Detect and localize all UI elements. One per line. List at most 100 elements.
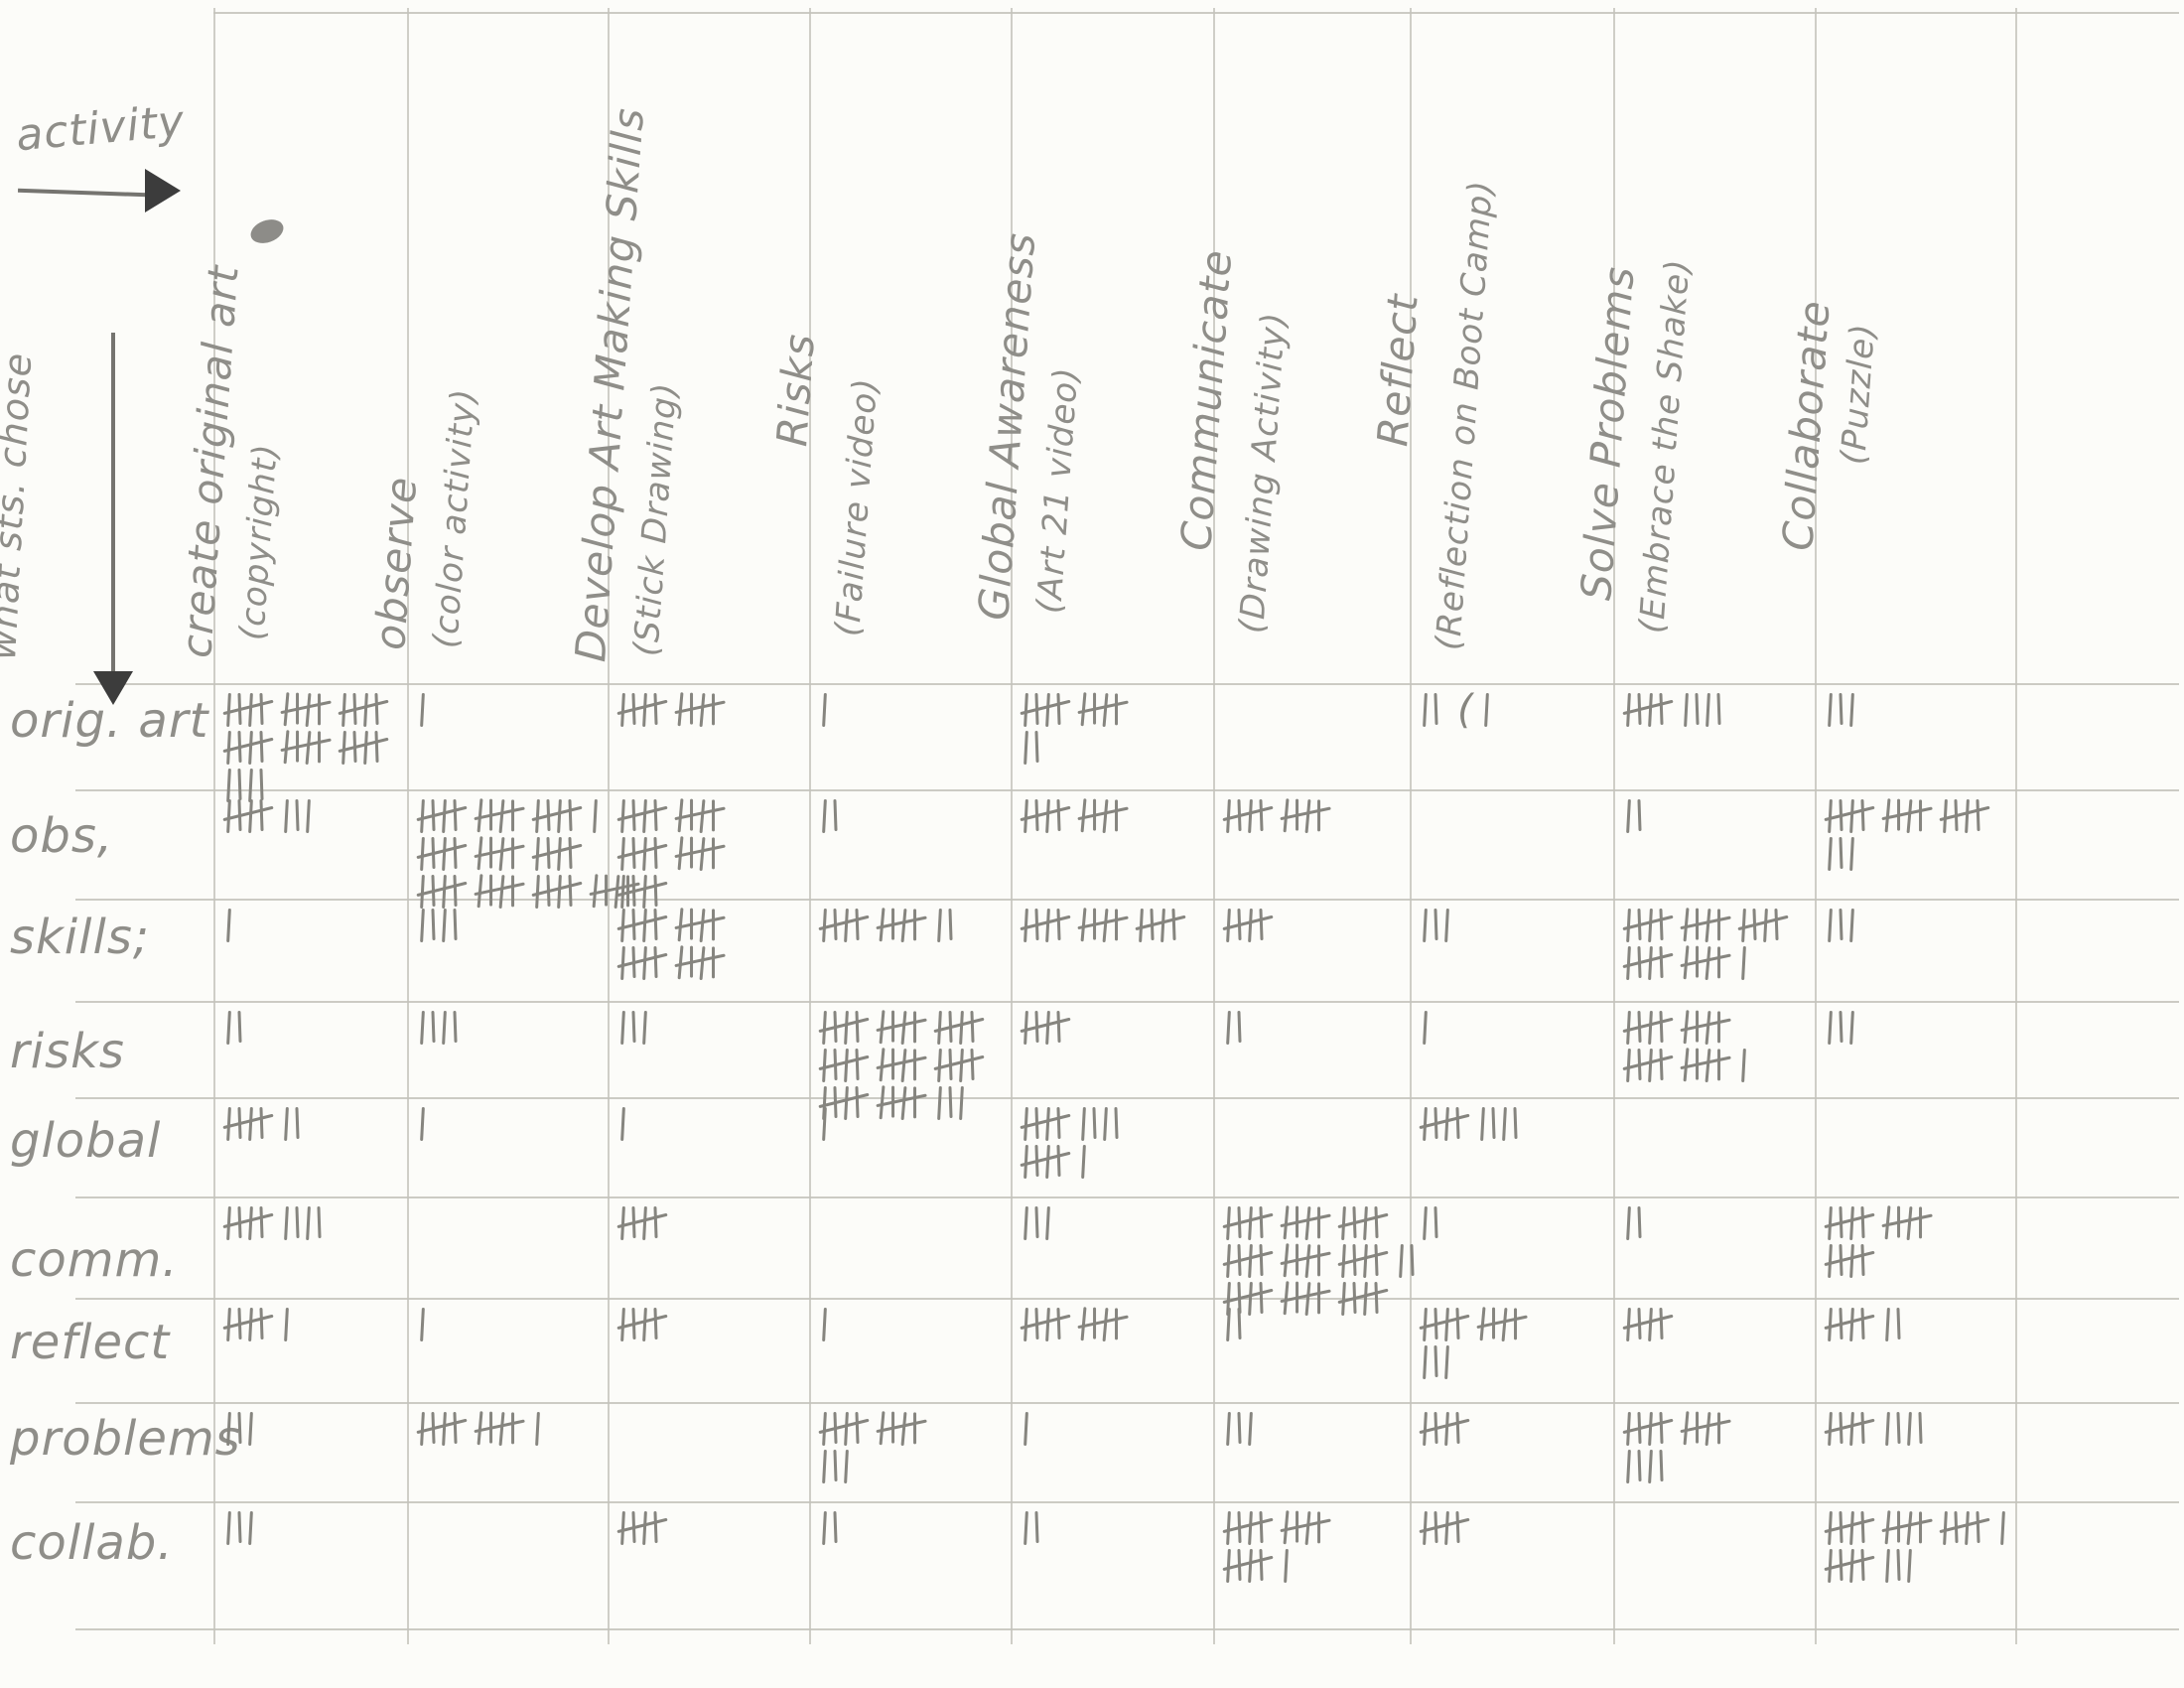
tally-cell: ( bbox=[1423, 690, 1611, 731]
column-header-sublabel: (Drawing Activity) bbox=[1232, 310, 1295, 635]
grid-line bbox=[75, 1501, 2179, 1503]
tally-cell bbox=[226, 1010, 405, 1049]
tally-cell bbox=[1024, 1205, 1211, 1244]
grid-line bbox=[213, 12, 2179, 14]
tally-cell bbox=[822, 798, 1009, 837]
tally-cell bbox=[1622, 1411, 1813, 1487]
tally-cell bbox=[222, 692, 405, 806]
tally-cell bbox=[1419, 1411, 1611, 1450]
column-header-label: Reflect bbox=[1368, 292, 1428, 449]
tally-cell bbox=[616, 1205, 807, 1244]
tally-cell bbox=[1423, 1010, 1611, 1049]
grid-line bbox=[1410, 8, 1412, 1644]
column-header-label: Collaborate bbox=[1773, 298, 1840, 553]
row-label: skills; bbox=[10, 910, 150, 965]
column-header-label: Risks bbox=[767, 332, 824, 449]
tally-cell bbox=[616, 692, 807, 731]
grid-line bbox=[407, 8, 409, 1644]
tally-cell bbox=[1020, 1106, 1211, 1183]
column-header-label: observe bbox=[365, 475, 427, 652]
tally-cell bbox=[226, 908, 405, 946]
grid-line bbox=[1815, 8, 1817, 1644]
tally-cell bbox=[1622, 1010, 1813, 1086]
rows-arrow-shaft bbox=[111, 333, 115, 675]
column-header-sublabel: (color activity) bbox=[426, 386, 484, 650]
tally-cell bbox=[818, 908, 1009, 946]
tally-cell bbox=[818, 1411, 1009, 1487]
tally-cell bbox=[1020, 798, 1211, 837]
column-header-label: Global Awareness bbox=[969, 230, 1045, 623]
tally-cell bbox=[420, 1307, 606, 1345]
column-header-label: Solve Problems bbox=[1571, 264, 1644, 603]
tally-cell bbox=[1622, 692, 1813, 731]
tally-cell bbox=[1024, 1510, 1211, 1549]
tally-cell bbox=[1622, 908, 1813, 984]
grid-line bbox=[75, 789, 2179, 791]
tally-cell bbox=[620, 1010, 807, 1049]
column-header-label: Communicate bbox=[1171, 247, 1242, 553]
tally-cell bbox=[620, 1106, 807, 1145]
grid-line bbox=[75, 1001, 2179, 1003]
tally-cell bbox=[1024, 1411, 1211, 1450]
activity-axis-label: activity bbox=[14, 95, 188, 162]
row-label: comm. bbox=[10, 1232, 179, 1288]
grid-line bbox=[75, 1298, 2179, 1300]
grid-line bbox=[75, 899, 2179, 901]
grid-line bbox=[213, 8, 215, 1644]
column-header-sublabel: (Reflection on Boot Camp) bbox=[1429, 179, 1502, 652]
tally-cell bbox=[1824, 798, 2013, 875]
grid-line bbox=[75, 1097, 2179, 1099]
tally-cell bbox=[1622, 1307, 1813, 1345]
row-label: collab. bbox=[10, 1515, 174, 1571]
tally-cell bbox=[616, 798, 807, 913]
tally-cell bbox=[1020, 1307, 1211, 1345]
column-header-sublabel: (Puzzle) bbox=[1834, 322, 1883, 467]
column-header-sublabel: (copyright) bbox=[232, 442, 286, 642]
tally-cell bbox=[822, 1307, 1009, 1345]
tally-cell bbox=[1824, 1307, 2013, 1345]
row-label: obs, bbox=[10, 808, 114, 864]
tally-cell bbox=[1626, 798, 1813, 837]
tally-cell bbox=[1226, 1411, 1408, 1450]
ink-smudge bbox=[247, 214, 287, 248]
tally-cell bbox=[822, 1510, 1009, 1549]
grid-line bbox=[75, 1196, 2179, 1198]
row-label: problems bbox=[10, 1411, 241, 1467]
grid-line bbox=[809, 8, 811, 1644]
tally-cell bbox=[222, 1307, 405, 1345]
grid-line bbox=[1613, 8, 1615, 1644]
column-header-sublabel: (Failure video) bbox=[828, 376, 887, 638]
tally-cell bbox=[1020, 908, 1211, 946]
column-header-sublabel: (Embrace the Shake) bbox=[1632, 257, 1699, 635]
grid-line bbox=[2015, 8, 2017, 1644]
tally-cell bbox=[1824, 1205, 2013, 1282]
tally-cell bbox=[1828, 692, 2013, 731]
tally-cell bbox=[416, 798, 640, 913]
row-label: risks bbox=[10, 1024, 125, 1079]
tally-cell bbox=[222, 1106, 405, 1145]
tally-cell bbox=[822, 1106, 1009, 1145]
tally-cell bbox=[1828, 908, 2013, 946]
column-header-sublabel: (Art 21 video) bbox=[1029, 365, 1087, 616]
tally-cell bbox=[1419, 1307, 1611, 1383]
tally-cell bbox=[226, 1411, 405, 1450]
row-label: orig. art bbox=[10, 693, 209, 749]
tally-cell bbox=[1222, 1205, 1415, 1320]
tally-cell bbox=[616, 908, 807, 984]
tally-cell bbox=[1020, 692, 1211, 769]
tally-cell bbox=[616, 1510, 807, 1549]
tally-cell bbox=[1419, 1510, 1611, 1549]
down-arrow-icon bbox=[93, 671, 133, 705]
tally-cell bbox=[616, 1307, 807, 1345]
tally-cell bbox=[226, 1510, 405, 1549]
tally-cell bbox=[1222, 798, 1408, 837]
tally-cell bbox=[1226, 1307, 1408, 1345]
activity-arrow-shaft bbox=[17, 188, 148, 198]
tally-cell bbox=[1226, 1010, 1408, 1049]
tally-cell bbox=[1626, 1205, 1813, 1244]
tally-cell bbox=[416, 1411, 606, 1450]
row-label: global bbox=[10, 1113, 162, 1169]
tally-cell bbox=[822, 692, 1009, 731]
tally-cell bbox=[222, 1205, 405, 1244]
